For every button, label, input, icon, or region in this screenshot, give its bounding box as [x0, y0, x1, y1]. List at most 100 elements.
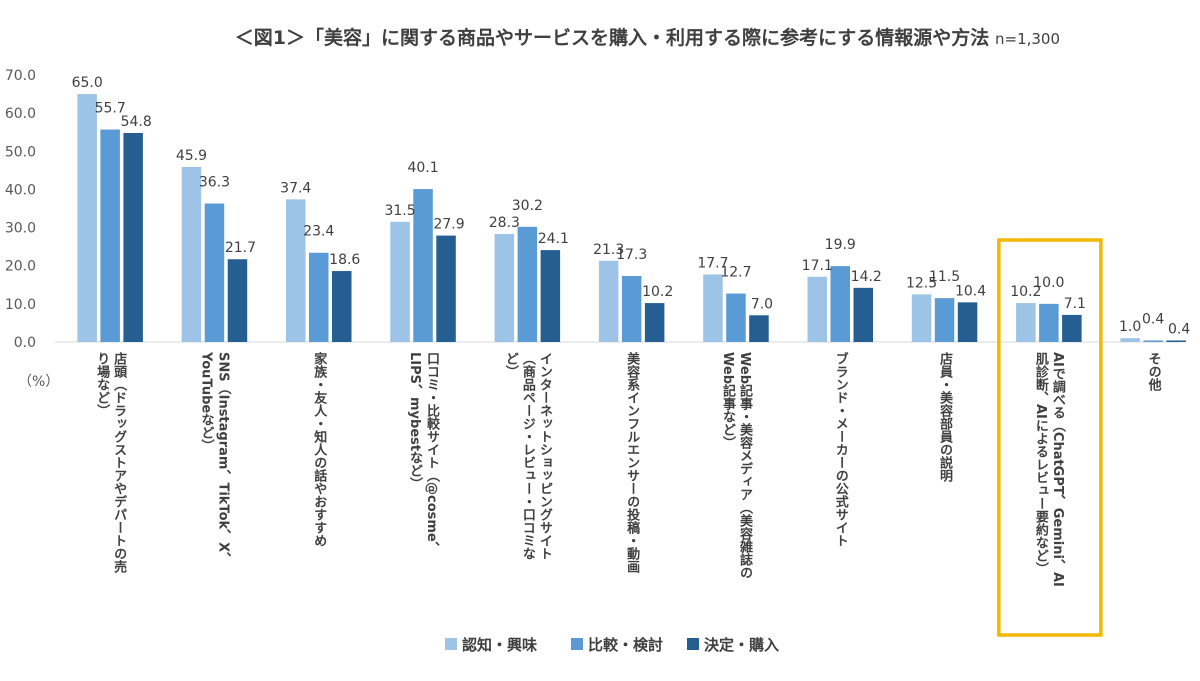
data-label: 21.7	[225, 240, 256, 256]
data-label: 17.3	[616, 247, 647, 263]
bar	[1039, 303, 1059, 342]
legend-label: 認知・興味	[462, 636, 537, 654]
y-tick-label: 40.0	[5, 182, 36, 198]
data-label: 31.5	[384, 203, 415, 219]
data-label: 21.3	[593, 242, 624, 258]
category-label: 美容系インフルエンサーの投稿・動画	[624, 351, 641, 574]
category-label: AIで調べる（ChatGPT、Gemini、AI	[1050, 352, 1067, 587]
data-label: 12.7	[720, 265, 751, 281]
y-tick-label: 10.0	[5, 297, 36, 313]
bar	[1016, 303, 1036, 342]
category-label: 店員・美容部員の説明	[937, 351, 954, 483]
data-label: 10.0	[1033, 275, 1064, 291]
bar	[621, 276, 642, 342]
data-label: 65.0	[72, 75, 103, 91]
category-label: Web記事など）	[720, 352, 737, 449]
bars-group	[77, 94, 1186, 342]
data-label: 1.0	[1119, 319, 1141, 335]
y-tick-label: 70.0	[5, 68, 36, 84]
category-label: ど）	[503, 352, 519, 378]
sample-size-note: n=1,300	[995, 30, 1060, 48]
bar	[749, 315, 769, 342]
bar	[309, 252, 329, 342]
bar	[540, 250, 561, 342]
legend: 認知・興味 比較・検討 決定・購入	[445, 636, 779, 654]
bar	[598, 260, 619, 342]
bar	[413, 189, 433, 342]
data-label: 17.7	[697, 255, 728, 271]
y-tick-label: 0.0	[14, 335, 36, 351]
bar	[494, 234, 515, 342]
category-label: 口コミ・比較サイト（@cosme、	[424, 352, 441, 555]
bar	[227, 259, 248, 342]
category-label: り場など）	[94, 352, 111, 417]
bar	[332, 271, 352, 342]
chart-title: ＜図1＞「美容」に関する商品やサービスを購入・利用する際に参考にする情報源や方法	[235, 26, 989, 49]
data-label: 27.9	[433, 217, 464, 233]
data-label: 23.4	[303, 224, 334, 240]
highlight-group	[997, 238, 1103, 637]
data-label: 0.4	[1142, 311, 1164, 327]
bar	[911, 294, 932, 342]
category-label: その他	[1146, 352, 1163, 392]
bar	[853, 287, 873, 342]
y-tick-label: 60.0	[5, 106, 36, 122]
bar	[204, 203, 225, 342]
data-labels-group: 65.0 55.754.8 45.9 36.3 21.7 37.4 23.4 18.6 31.5…	[72, 75, 1191, 337]
data-label: 55.7	[95, 101, 126, 117]
bar	[703, 274, 723, 342]
category-label: SNS（Instagram、TikTok、X、	[215, 352, 232, 565]
y-axis-ticks: 0.0 10.0 20.0 30.0 40.0 50.0 60.0 70.0	[5, 68, 36, 351]
legend-swatch	[571, 638, 583, 650]
data-label: 7.0	[751, 296, 773, 312]
data-label: 10.4	[955, 283, 986, 299]
bar	[181, 166, 202, 342]
bar	[123, 132, 143, 342]
data-label: 17.1	[802, 258, 833, 274]
bar	[726, 293, 746, 342]
bar	[1143, 340, 1163, 342]
y-tick-label: 30.0	[5, 221, 36, 237]
data-label: 54.8	[121, 114, 152, 130]
data-label: 36.3	[199, 175, 230, 191]
bar	[934, 298, 955, 342]
bar	[807, 276, 827, 342]
data-label: 12.5	[906, 275, 937, 291]
bar	[644, 303, 665, 342]
bar	[830, 266, 850, 342]
data-label: 37.4	[280, 180, 311, 196]
data-label: 14.2	[851, 269, 882, 285]
legend-swatch	[445, 638, 457, 650]
bar	[1062, 314, 1082, 342]
category-label: 肌診断、AIによるレビュー要約など）	[1033, 352, 1050, 575]
data-label: 10.2	[1010, 284, 1041, 300]
y-axis-unit: （%）	[18, 374, 59, 390]
data-label: 7.1	[1064, 296, 1086, 312]
category-label: ブランド・メーカーの公式サイト	[833, 351, 849, 547]
legend-label: 比較・検討	[588, 636, 663, 654]
data-label: 11.5	[929, 269, 960, 285]
data-label: 30.2	[512, 198, 543, 214]
category-label: （商品ページ・レビュー・口コミな	[520, 352, 537, 560]
category-label: 店頭（ドラッグストアやデパートの売	[111, 351, 128, 574]
bar	[1166, 340, 1186, 342]
bar	[517, 226, 538, 342]
data-label: 24.1	[538, 231, 569, 247]
data-label: 19.9	[825, 237, 856, 253]
bar	[77, 94, 97, 342]
data-label: 0.4	[1168, 321, 1190, 337]
data-label: 45.9	[176, 148, 207, 164]
category-label: インターネットショッピングサイト	[537, 352, 553, 560]
category-label: 家族・友人・知人の話やおすすめ	[311, 351, 327, 547]
bar	[436, 235, 456, 342]
data-label: 10.2	[642, 284, 673, 300]
y-tick-label: 50.0	[5, 144, 36, 160]
highlight-box	[997, 238, 1103, 637]
category-label: LIPS、mybestなど）	[407, 352, 424, 490]
bar	[100, 129, 120, 342]
bar	[1120, 338, 1140, 342]
legend-swatch	[687, 638, 699, 650]
category-label: YouTubeなど）	[198, 351, 215, 452]
